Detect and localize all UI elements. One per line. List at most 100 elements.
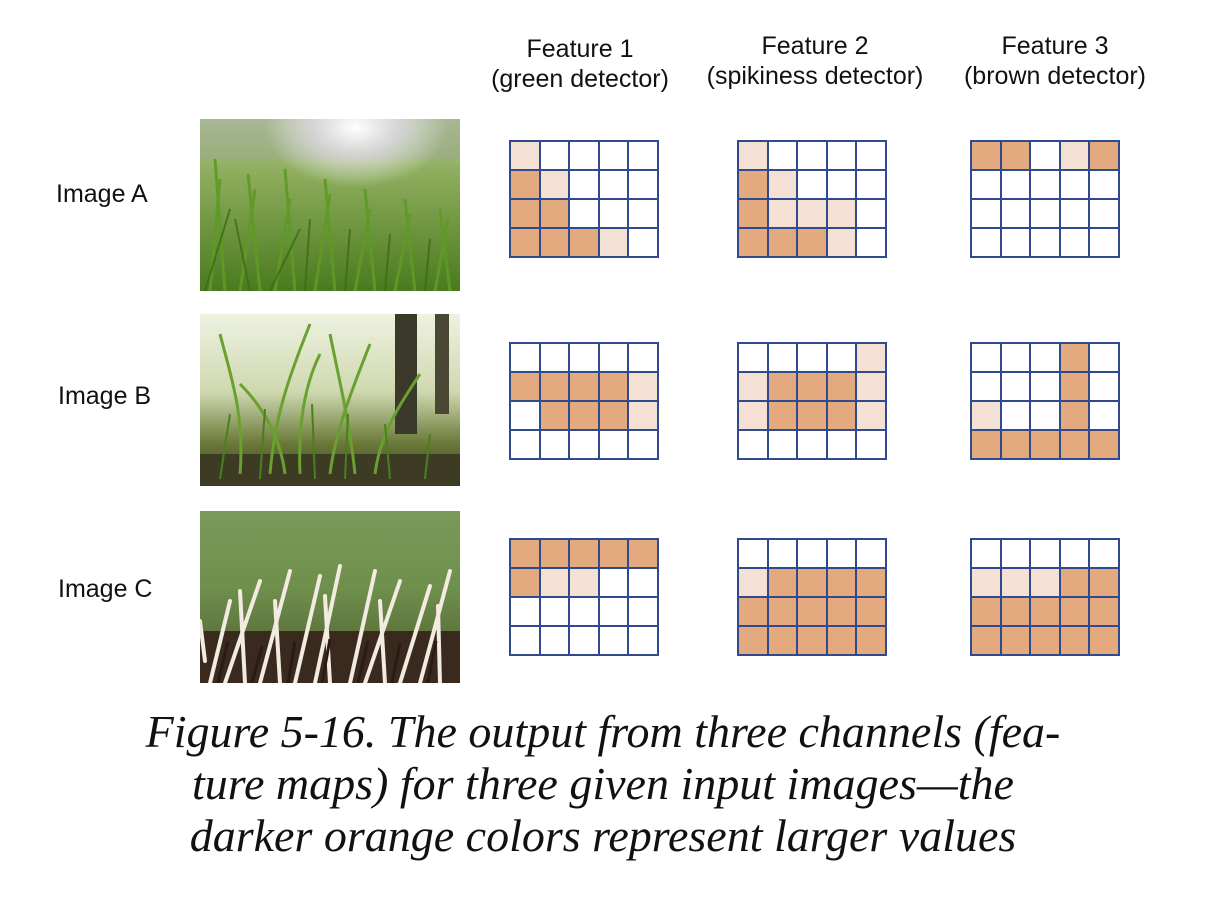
feature-map-cell <box>599 373 628 400</box>
feature-map-cell <box>570 142 598 169</box>
feature-map-image-a-feature-3 <box>970 140 1120 258</box>
feature-map-cell <box>768 402 797 429</box>
feature-map-cell <box>511 171 539 198</box>
feature-map-cell <box>629 431 657 458</box>
feature-map-cell <box>1060 402 1089 429</box>
feature-map-cell <box>599 229 628 256</box>
feature-map-cell <box>511 598 539 625</box>
feature-map-cell <box>1031 569 1059 596</box>
feature-map-cell <box>1060 540 1089 567</box>
grass-closeup-photo <box>200 314 460 486</box>
feature-map-cell <box>1001 344 1030 371</box>
feature-map-cell <box>570 344 598 371</box>
feature-map-cell <box>768 627 797 654</box>
feature-map-cell <box>570 431 598 458</box>
feature-map-cell <box>599 540 628 567</box>
feature-2-subtitle: (spikiness detector) <box>706 62 924 90</box>
feature-map-cell <box>599 569 628 596</box>
feature-map-cell <box>739 200 767 227</box>
feature-map-cell <box>739 373 767 400</box>
feature-map-cell <box>599 142 628 169</box>
feature-map-cell <box>857 229 885 256</box>
feature-map-cell <box>629 569 657 596</box>
feature-3-subtitle: (brown detector) <box>963 62 1147 90</box>
feature-map-cell <box>1031 344 1059 371</box>
feature-map-cell <box>599 200 628 227</box>
feature-map-cell <box>570 373 598 400</box>
feature-map-cell <box>798 171 826 198</box>
feature-map-cell <box>1060 229 1089 256</box>
feature-map-cell <box>972 373 1000 400</box>
feature-map-cell <box>1001 431 1030 458</box>
feature-map-cell <box>798 431 826 458</box>
feature-map-cell <box>827 431 856 458</box>
feature-map-cell <box>827 171 856 198</box>
image-c-label: Image C <box>58 575 153 603</box>
feature-map-cell <box>972 627 1000 654</box>
feature-map-cell <box>798 344 826 371</box>
figure-caption: Figure 5-16. The output from three chann… <box>0 706 1206 862</box>
grass-closeup-photo-icon <box>200 314 460 486</box>
feature-map-cell <box>972 598 1000 625</box>
porcupine-quills-photo <box>200 511 460 683</box>
feature-map-cell <box>570 598 598 625</box>
porcupine-quills-photo-icon <box>200 511 460 683</box>
feature-1-subtitle: (green detector) <box>491 65 669 93</box>
feature-map-cell <box>1090 373 1118 400</box>
feature-map-cell <box>570 229 598 256</box>
feature-3-header: Feature 3 (brown detector) <box>950 31 1160 91</box>
feature-map-cell <box>629 229 657 256</box>
feature-map-cell <box>1090 431 1118 458</box>
feature-map-cell <box>540 229 569 256</box>
feature-map-cell <box>1060 627 1089 654</box>
feature-map-cell <box>768 540 797 567</box>
feature-map-cell <box>1090 344 1118 371</box>
feature-map-cell <box>1031 402 1059 429</box>
feature-map-cell <box>1001 142 1030 169</box>
feature-map-cell <box>768 373 797 400</box>
feature-map-cell <box>1001 540 1030 567</box>
image-b-label: Image B <box>58 382 152 410</box>
feature-map-cell <box>599 344 628 371</box>
feature-map-cell <box>629 540 657 567</box>
feature-map-cell <box>599 402 628 429</box>
feature-map-cell <box>1001 171 1030 198</box>
feature-map-cell <box>540 627 569 654</box>
feature-map-cell <box>540 540 569 567</box>
feature-map-cell <box>1031 142 1059 169</box>
feature-map-cell <box>857 598 885 625</box>
feature-map-cell <box>570 569 598 596</box>
feature-map-cell <box>1001 229 1030 256</box>
feature-map-cell <box>739 344 767 371</box>
feature-map-cell <box>857 373 885 400</box>
feature-map-cell <box>857 627 885 654</box>
feature-map-image-b-feature-1 <box>509 342 659 460</box>
feature-map-cell <box>768 431 797 458</box>
feature-map-cell <box>511 540 539 567</box>
feature-map-cell <box>1060 200 1089 227</box>
feature-map-cell <box>1090 142 1118 169</box>
feature-map-cell <box>570 627 598 654</box>
feature-map-cell <box>599 598 628 625</box>
feature-map-cell <box>739 569 767 596</box>
feature-map-cell <box>827 402 856 429</box>
feature-map-cell <box>1090 200 1118 227</box>
feature-map-cell <box>972 171 1000 198</box>
feature-map-image-b-feature-3 <box>970 342 1120 460</box>
feature-map-cell <box>798 142 826 169</box>
feature-3-title: Feature 3 <box>1001 32 1109 60</box>
feature-map-cell <box>629 344 657 371</box>
feature-map-cell <box>1060 431 1089 458</box>
feature-map-cell <box>827 598 856 625</box>
feature-map-cell <box>629 402 657 429</box>
feature-map-cell <box>1001 402 1030 429</box>
feature-map-cell <box>1060 171 1089 198</box>
feature-map-cell <box>739 627 767 654</box>
feature-map-cell <box>768 229 797 256</box>
feature-map-image-b-feature-2 <box>737 342 887 460</box>
feature-map-cell <box>599 171 628 198</box>
feature-map-cell <box>1090 627 1118 654</box>
feature-map-image-c-feature-2 <box>737 538 887 656</box>
feature-map-cell <box>739 540 767 567</box>
feature-map-cell <box>599 627 628 654</box>
